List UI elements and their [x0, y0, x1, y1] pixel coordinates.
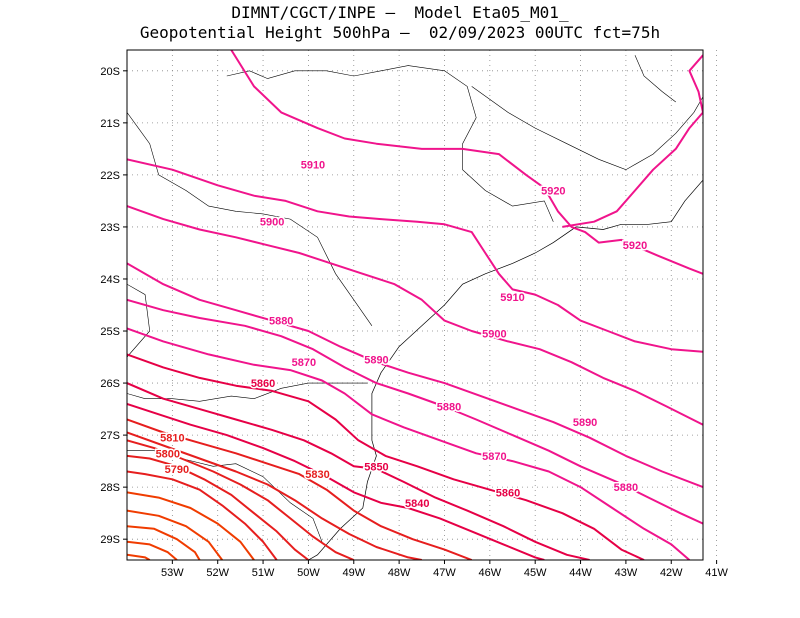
longitude-axis: 53W 52W 51W 50W 49W 48W 47W 46W 45W 44W 43W 42W 41W	[161, 560, 729, 579]
state-border	[226, 65, 554, 222]
contour-line-5740	[127, 553, 151, 560]
political-boundaries	[127, 55, 703, 560]
lat-tick-label: 24S	[100, 274, 120, 286]
state-border	[634, 55, 676, 103]
lon-tick-label: 46W	[479, 567, 502, 579]
contour-line-5850	[127, 382, 590, 560]
map-title-line1: DIMNT/CGCT/INPE – Model Eta05_M01_	[231, 3, 569, 22]
lon-tick-label: 49W	[342, 567, 365, 579]
lat-tick-label: 22S	[100, 170, 120, 182]
contour-line-5910	[127, 158, 703, 353]
contour-line-5770	[127, 509, 224, 560]
contour-label: 5840	[405, 498, 429, 510]
coastline-north	[398, 179, 703, 347]
contour-label: 5860	[496, 487, 520, 499]
lat-tick-label: 21S	[100, 118, 120, 130]
height-contours	[127, 50, 703, 560]
state-border	[471, 86, 703, 171]
contour-line-5750	[127, 540, 178, 560]
contour-label: 5880	[437, 401, 461, 413]
lon-tick-label: 41W	[705, 567, 728, 579]
contour-line-5760	[127, 525, 201, 560]
lon-tick-label: 52W	[206, 567, 229, 579]
coastline-south	[308, 346, 400, 560]
lat-tick-label: 28S	[100, 482, 120, 494]
contour-line-5800	[127, 454, 310, 560]
state-border	[127, 112, 159, 175]
lon-tick-label: 42W	[660, 567, 683, 579]
lon-tick-label: 45W	[524, 567, 547, 579]
contour-label: 5790	[165, 464, 189, 476]
contour-line-5790	[127, 470, 278, 560]
contour-line-5830	[127, 418, 473, 560]
state-border	[127, 382, 368, 402]
contour-labels: 5920 5920 5910 5910 5900 5900 5890 5890 5880 5880…	[154, 158, 649, 511]
contour-line-5920	[230, 50, 703, 275]
contour-label: 5830	[305, 469, 329, 481]
map-gridlines	[127, 50, 718, 560]
contour-line-5900	[127, 205, 703, 426]
lat-tick-label: 25S	[100, 326, 120, 338]
contour-label: 5850	[364, 461, 388, 473]
state-border	[127, 450, 323, 542]
contour-line-5820	[127, 431, 422, 560]
contour-line-5780	[127, 491, 255, 560]
lon-tick-label: 43W	[615, 567, 638, 579]
contour-line-5890	[127, 262, 703, 489]
contour-label: 5890	[364, 355, 388, 367]
contour-line-5860	[127, 353, 645, 560]
contour-line-5880	[127, 298, 703, 525]
lon-tick-label: 48W	[388, 567, 411, 579]
contour-label: 5910	[500, 292, 524, 304]
lat-tick-label: 27S	[100, 430, 120, 442]
contour-line-5920	[562, 54, 703, 228]
lon-tick-label: 51W	[252, 567, 275, 579]
contour-label: 5920	[541, 186, 565, 198]
lon-tick-label: 44W	[569, 567, 592, 579]
contour-label: 5870	[292, 357, 316, 369]
state-border	[158, 174, 373, 326]
map-title-line2: Geopotential Height 500hPa – 02/09/2023 …	[139, 23, 661, 42]
lon-tick-label: 53W	[161, 567, 184, 579]
contour-label: 5920	[623, 240, 647, 252]
contour-label: 5890	[573, 417, 597, 429]
contour-label: 5880	[614, 482, 638, 494]
lat-tick-label: 20S	[100, 66, 120, 78]
contour-label: 5900	[260, 217, 284, 229]
lon-tick-label: 50W	[297, 567, 320, 579]
contour-line-5870	[127, 327, 691, 560]
plot-frame	[126, 49, 704, 561]
lat-tick-label: 29S	[100, 534, 120, 546]
lon-tick-label: 47W	[433, 567, 456, 579]
contour-label: 5810	[160, 433, 184, 445]
contour-label: 5860	[251, 378, 275, 390]
latitude-axis: 20S 21S 22S 23S 24S 25S 26S 27S 28S 29S	[100, 66, 127, 546]
contour-label: 5880	[269, 316, 293, 328]
contour-line-5840	[127, 402, 545, 560]
lat-tick-label: 26S	[100, 378, 120, 390]
contour-line-5810	[127, 439, 355, 560]
contour-label: 5870	[482, 451, 506, 463]
contour-label: 5910	[301, 159, 325, 171]
lat-tick-label: 23S	[100, 222, 120, 234]
state-border	[127, 283, 151, 358]
contour-label: 5800	[156, 448, 180, 460]
contour-label: 5900	[482, 329, 506, 341]
